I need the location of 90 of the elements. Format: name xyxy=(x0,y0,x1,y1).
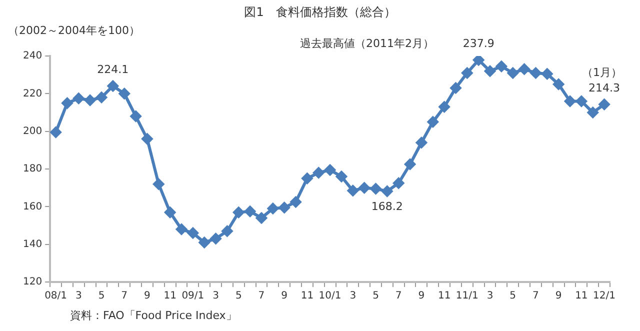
point xyxy=(542,68,553,80)
y-tick-label: 180 xyxy=(22,164,42,175)
point xyxy=(290,196,302,208)
point xyxy=(530,67,542,78)
x-tick-label: 12/1 xyxy=(593,290,616,302)
x-tick-label: 9 xyxy=(555,290,562,302)
point xyxy=(176,224,187,235)
x-tick-label: 3 xyxy=(350,290,356,302)
point xyxy=(118,88,130,100)
x-tick-label: 11 xyxy=(164,290,176,302)
x-tick-label: 9 xyxy=(144,290,150,302)
point xyxy=(198,236,210,248)
y-tick-label: 120 xyxy=(22,276,42,288)
point xyxy=(518,64,530,75)
point xyxy=(462,67,473,78)
point xyxy=(302,172,313,184)
x-tick-label: 11 xyxy=(575,290,588,302)
point xyxy=(347,185,358,196)
point xyxy=(484,66,496,77)
x-tick-label: 9 xyxy=(281,290,288,302)
point xyxy=(587,107,598,118)
x-tick-label: 5 xyxy=(98,290,105,302)
point xyxy=(496,60,507,72)
point xyxy=(404,158,416,170)
chart-title: 図1 食料価格指数（総合） xyxy=(244,5,396,20)
text: 過去最高値（2011年2月） xyxy=(300,36,434,50)
x-tick-label: 5 xyxy=(510,290,516,302)
data-label: 168.2 xyxy=(371,200,403,214)
point xyxy=(210,233,222,244)
x-tick-label: 11/1 xyxy=(456,290,478,302)
point xyxy=(473,56,484,66)
point xyxy=(324,164,336,176)
point xyxy=(62,98,73,109)
x-tick-label: 3 xyxy=(75,290,82,302)
x-tick-label: 11 xyxy=(438,290,451,302)
y-tick-label: 160 xyxy=(22,201,42,212)
point xyxy=(382,186,393,197)
x-tick-label: 7 xyxy=(532,290,539,302)
point xyxy=(233,206,244,218)
point xyxy=(313,167,324,178)
point xyxy=(450,82,462,94)
point xyxy=(164,206,176,218)
x-tick-label: 10/1 xyxy=(318,290,342,302)
point xyxy=(278,202,290,214)
point xyxy=(507,67,518,78)
point xyxy=(84,94,96,106)
x-tick-label: 3 xyxy=(212,290,219,302)
point xyxy=(222,226,233,237)
point xyxy=(256,212,267,224)
point xyxy=(358,182,370,194)
x-tick-label: 09/1 xyxy=(182,290,204,302)
point xyxy=(336,171,347,182)
point xyxy=(564,96,576,107)
point xyxy=(50,126,62,138)
point xyxy=(576,96,587,107)
point xyxy=(107,80,118,92)
data-label: 214.3 xyxy=(588,81,620,94)
data-label: 237.9 xyxy=(462,36,494,50)
point xyxy=(438,101,450,112)
x-tick-label: 9 xyxy=(418,290,425,302)
point xyxy=(73,92,84,104)
point xyxy=(267,203,278,214)
point xyxy=(370,183,382,194)
data-label: 224.1 xyxy=(97,62,129,76)
y-axis-title: （2002～2004年を100） xyxy=(8,24,140,37)
y-tick-label: 200 xyxy=(22,126,42,137)
y-tick-label: 140 xyxy=(22,238,42,250)
text: 資料：FAO「Food Price Index」 xyxy=(70,308,237,322)
x-tick-label: 5 xyxy=(372,290,379,302)
point xyxy=(130,110,142,122)
y-tick-label: 240 xyxy=(22,50,42,62)
point xyxy=(244,206,256,217)
y-tick-label: 220 xyxy=(22,88,42,100)
point xyxy=(187,228,198,239)
point xyxy=(416,137,427,148)
point xyxy=(142,133,153,144)
x-tick-label: 7 xyxy=(395,290,402,302)
point xyxy=(427,116,438,128)
x-tick-label: 08/1 xyxy=(44,290,68,302)
point xyxy=(96,92,108,103)
x-tick-label: 7 xyxy=(121,290,128,302)
point xyxy=(553,78,564,90)
point xyxy=(153,178,164,190)
x-tick-label: 5 xyxy=(235,290,242,302)
point xyxy=(598,98,610,110)
x-tick-label: 7 xyxy=(258,290,265,302)
x-tick-label: 11 xyxy=(300,290,314,302)
point xyxy=(393,178,404,189)
x-tick-label: 3 xyxy=(486,290,494,302)
annotation: （1月） xyxy=(582,66,622,79)
